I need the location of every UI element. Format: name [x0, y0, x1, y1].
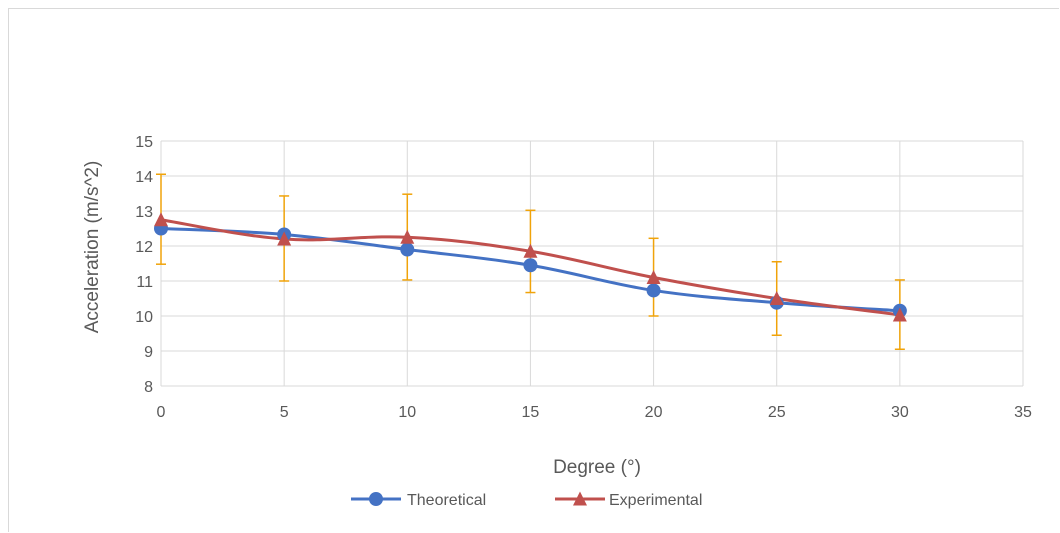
- y-tick-label: 9: [144, 344, 153, 361]
- legend-swatch-marker: [369, 492, 383, 506]
- x-tick-label: 25: [768, 404, 786, 421]
- y-tick-label: 11: [136, 274, 153, 291]
- legend-item-theoretical: Theoretical: [351, 492, 486, 509]
- x-tick-label: 20: [645, 404, 663, 421]
- x-axis-ticks: 0 5 10 15 20 25 30 35: [157, 404, 1032, 421]
- y-axis-ticks: 8 9 10 11 12 13 14 15: [135, 134, 153, 396]
- legend: Theoretical Experimental: [351, 491, 702, 509]
- gridlines: [160, 140, 1024, 387]
- y-tick-label: 14: [135, 169, 153, 186]
- data-point-experimental: [154, 212, 168, 227]
- data-point-experimental: [523, 243, 538, 258]
- data-point-experimental: [646, 270, 661, 284]
- y-tick-label: 15: [135, 134, 153, 151]
- series-markers: [154, 212, 907, 322]
- y-axis-title: Acceleration (m/s^2): [82, 161, 103, 334]
- y-tick-label: 10: [135, 309, 153, 326]
- data-point-experimental: [892, 307, 907, 322]
- legend-label: Experimental: [609, 492, 702, 509]
- data-point-experimental: [769, 291, 784, 305]
- x-tick-label: 15: [522, 404, 540, 421]
- data-point-theoretical: [646, 283, 661, 298]
- x-tick-label: 5: [280, 404, 289, 421]
- x-axis-title: Degree (°): [553, 457, 641, 478]
- x-tick-label: 30: [891, 404, 909, 421]
- x-tick-label: 0: [157, 404, 166, 421]
- x-tick-label: 35: [1014, 404, 1032, 421]
- data-point-theoretical: [400, 242, 415, 257]
- legend-item-experimental: Experimental: [555, 491, 702, 509]
- legend-swatch-marker: [573, 491, 587, 506]
- data-point-experimental: [277, 231, 292, 246]
- legend-label: Theoretical: [407, 492, 486, 509]
- y-tick-label: 12: [135, 239, 153, 256]
- data-point-theoretical: [523, 258, 538, 273]
- y-tick-label: 13: [135, 204, 153, 221]
- x-tick-label: 10: [398, 404, 416, 421]
- data-point-experimental: [400, 229, 415, 244]
- y-tick-label: 8: [144, 379, 153, 396]
